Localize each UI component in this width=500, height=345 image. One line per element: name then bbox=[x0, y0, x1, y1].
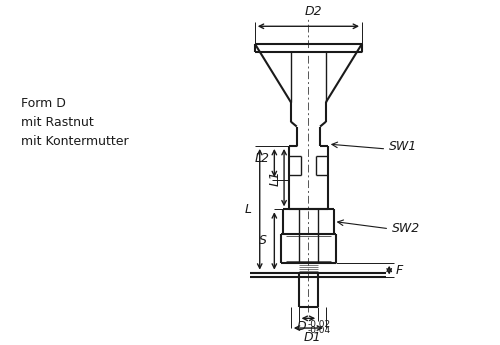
Text: D1: D1 bbox=[304, 331, 321, 344]
Text: SW1: SW1 bbox=[389, 139, 418, 152]
Text: Form D
mit Rastnut
mit Kontermutter: Form D mit Rastnut mit Kontermutter bbox=[21, 97, 129, 148]
Text: L2: L2 bbox=[254, 152, 270, 165]
Text: -0,04: -0,04 bbox=[308, 326, 330, 335]
Text: -0,02: -0,02 bbox=[308, 320, 330, 329]
Text: SW2: SW2 bbox=[392, 222, 420, 235]
Text: D: D bbox=[297, 320, 306, 333]
Text: D2: D2 bbox=[304, 6, 322, 19]
Text: S: S bbox=[258, 235, 266, 247]
Text: L1: L1 bbox=[268, 170, 281, 186]
Text: F: F bbox=[396, 264, 404, 277]
Text: L: L bbox=[245, 203, 252, 216]
